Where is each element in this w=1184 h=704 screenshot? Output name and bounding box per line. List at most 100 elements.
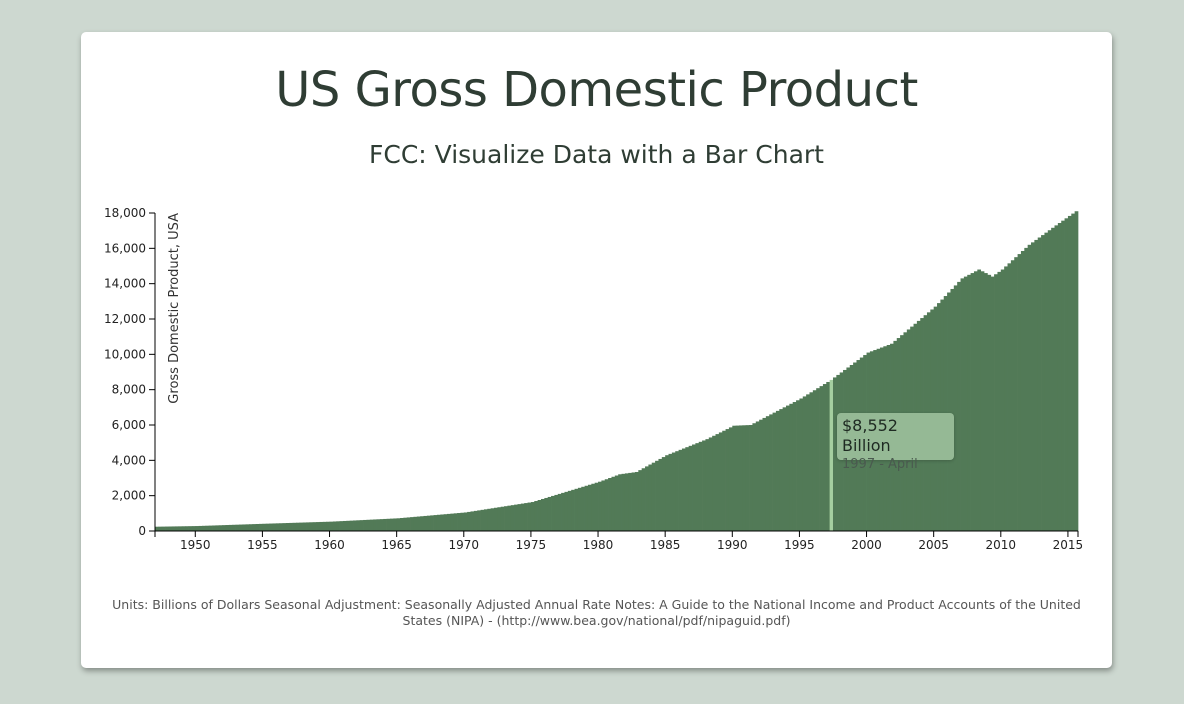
bar[interactable] bbox=[554, 494, 559, 531]
bar[interactable] bbox=[608, 478, 612, 531]
bar[interactable] bbox=[728, 427, 733, 531]
bar[interactable] bbox=[504, 506, 508, 531]
bar[interactable] bbox=[322, 521, 327, 531]
bar[interactable] bbox=[433, 515, 438, 531]
bar[interactable] bbox=[218, 525, 223, 531]
bar[interactable] bbox=[158, 526, 163, 531]
bar[interactable] bbox=[574, 488, 579, 531]
bar[interactable] bbox=[376, 519, 381, 531]
bar[interactable] bbox=[692, 444, 696, 531]
bar[interactable] bbox=[262, 523, 267, 531]
bar[interactable] bbox=[739, 425, 743, 531]
bar[interactable] bbox=[413, 516, 418, 531]
bar[interactable] bbox=[232, 524, 236, 531]
bar[interactable] bbox=[530, 502, 535, 531]
bar[interactable] bbox=[601, 480, 606, 531]
bar[interactable] bbox=[500, 506, 505, 531]
bar[interactable] bbox=[980, 271, 985, 531]
bar[interactable] bbox=[997, 271, 1002, 531]
bar[interactable] bbox=[577, 487, 582, 531]
bar-highlighted[interactable] bbox=[829, 379, 834, 531]
bar[interactable] bbox=[1014, 257, 1018, 531]
bar[interactable] bbox=[383, 518, 387, 531]
bar[interactable] bbox=[168, 526, 173, 531]
bar[interactable] bbox=[198, 525, 203, 531]
bar[interactable] bbox=[762, 417, 767, 531]
bar[interactable] bbox=[987, 274, 992, 531]
bar[interactable] bbox=[436, 514, 441, 531]
bar[interactable] bbox=[524, 503, 528, 531]
bar[interactable] bbox=[282, 523, 287, 531]
bar[interactable] bbox=[359, 520, 364, 531]
bar[interactable] bbox=[631, 472, 636, 531]
bar[interactable] bbox=[1047, 230, 1052, 532]
bar[interactable] bbox=[309, 522, 314, 531]
bar[interactable] bbox=[604, 479, 609, 531]
bar[interactable] bbox=[514, 504, 518, 531]
bar[interactable] bbox=[792, 402, 797, 531]
bar[interactable] bbox=[386, 518, 391, 531]
bar[interactable] bbox=[826, 381, 830, 531]
bar[interactable] bbox=[655, 460, 659, 531]
bar[interactable] bbox=[648, 464, 653, 531]
bar[interactable] bbox=[416, 516, 421, 531]
bar[interactable] bbox=[457, 513, 461, 531]
bar[interactable] bbox=[668, 453, 673, 531]
bar[interactable] bbox=[594, 482, 599, 531]
bar[interactable] bbox=[245, 524, 250, 531]
bar[interactable] bbox=[285, 523, 290, 531]
bar[interactable] bbox=[621, 473, 626, 531]
bar[interactable] bbox=[369, 519, 374, 531]
bar[interactable] bbox=[373, 519, 377, 531]
bar[interactable] bbox=[628, 472, 632, 531]
bar[interactable] bbox=[453, 513, 458, 531]
bar[interactable] bbox=[960, 278, 965, 531]
bar[interactable] bbox=[705, 439, 710, 531]
bar[interactable] bbox=[332, 521, 337, 531]
bar[interactable] bbox=[786, 405, 790, 531]
bar[interactable] bbox=[463, 512, 468, 531]
bar[interactable] bbox=[745, 425, 750, 531]
bar[interactable] bbox=[181, 526, 186, 531]
bar[interactable] bbox=[587, 484, 592, 531]
bar[interactable] bbox=[275, 523, 280, 531]
bar[interactable] bbox=[1024, 247, 1029, 531]
bar[interactable] bbox=[752, 423, 757, 531]
bar[interactable] bbox=[963, 276, 968, 531]
bar[interactable] bbox=[1017, 254, 1022, 531]
bar[interactable] bbox=[208, 525, 213, 531]
bar[interactable] bbox=[161, 526, 166, 531]
bar[interactable] bbox=[661, 457, 666, 531]
bar[interactable] bbox=[306, 522, 310, 531]
bar[interactable] bbox=[259, 523, 263, 531]
bar[interactable] bbox=[584, 485, 589, 531]
bar[interactable] bbox=[316, 522, 320, 531]
bar[interactable] bbox=[255, 523, 260, 531]
bar[interactable] bbox=[342, 520, 347, 531]
bar[interactable] bbox=[507, 505, 512, 531]
bar[interactable] bbox=[517, 504, 522, 531]
bar[interactable] bbox=[195, 526, 199, 531]
bar[interactable] bbox=[222, 525, 226, 531]
bar[interactable] bbox=[443, 514, 448, 531]
bar[interactable] bbox=[698, 441, 703, 531]
bar[interactable] bbox=[1010, 260, 1015, 531]
bar[interactable] bbox=[769, 414, 773, 531]
bar[interactable] bbox=[725, 429, 730, 531]
bar[interactable] bbox=[957, 281, 961, 531]
bar[interactable] bbox=[191, 526, 196, 531]
bar[interactable] bbox=[205, 525, 210, 531]
bar[interactable] bbox=[406, 517, 411, 531]
bar[interactable] bbox=[366, 519, 371, 531]
bar[interactable] bbox=[1057, 223, 1062, 531]
bar[interactable] bbox=[722, 430, 726, 531]
bar[interactable] bbox=[185, 526, 189, 531]
bar[interactable] bbox=[571, 489, 575, 531]
bar[interactable] bbox=[567, 490, 572, 531]
bar[interactable] bbox=[326, 521, 330, 531]
bar[interactable] bbox=[1044, 232, 1049, 531]
bar[interactable] bbox=[1034, 239, 1039, 531]
bar[interactable] bbox=[272, 523, 277, 531]
bar[interactable] bbox=[598, 481, 602, 531]
bar[interactable] bbox=[477, 510, 481, 531]
